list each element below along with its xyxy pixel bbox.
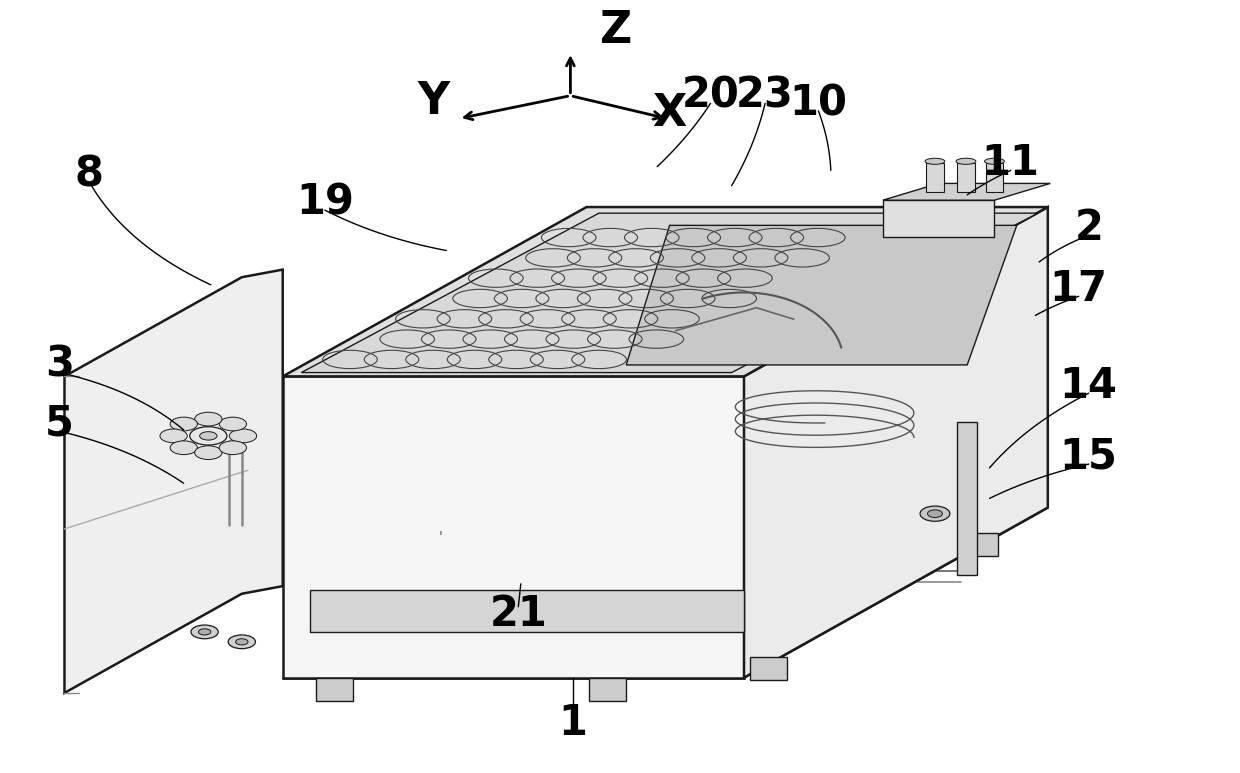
Text: 17: 17 [1050, 267, 1107, 310]
Ellipse shape [190, 427, 227, 445]
Polygon shape [589, 678, 626, 700]
Ellipse shape [928, 510, 942, 517]
Ellipse shape [956, 158, 976, 165]
Text: 19: 19 [296, 182, 353, 223]
Text: 10: 10 [790, 82, 847, 124]
Ellipse shape [920, 506, 950, 521]
Text: ': ' [438, 530, 443, 543]
FancyBboxPatch shape [986, 163, 1003, 192]
Text: 3: 3 [45, 344, 74, 386]
Polygon shape [957, 422, 977, 574]
Text: 8: 8 [74, 153, 104, 196]
Text: 14: 14 [1060, 365, 1117, 407]
Ellipse shape [219, 417, 247, 431]
Polygon shape [750, 657, 787, 680]
Ellipse shape [160, 429, 187, 443]
Text: 1: 1 [558, 703, 588, 744]
Ellipse shape [198, 629, 211, 635]
Text: Y: Y [418, 80, 450, 123]
Ellipse shape [195, 446, 222, 459]
Text: 15: 15 [1060, 435, 1117, 478]
Ellipse shape [200, 431, 217, 440]
Ellipse shape [191, 625, 218, 638]
Polygon shape [626, 226, 1017, 365]
Polygon shape [744, 207, 1048, 678]
Ellipse shape [985, 158, 1004, 165]
Text: X: X [652, 92, 687, 135]
Polygon shape [301, 213, 1038, 373]
Polygon shape [310, 590, 744, 632]
Ellipse shape [228, 635, 255, 649]
Text: Z: Z [600, 9, 632, 53]
Text: 21: 21 [490, 594, 547, 635]
Text: 11: 11 [982, 141, 1039, 184]
Polygon shape [316, 678, 353, 700]
Ellipse shape [219, 441, 247, 455]
FancyBboxPatch shape [957, 163, 975, 192]
Polygon shape [64, 270, 283, 693]
Ellipse shape [925, 158, 945, 165]
Ellipse shape [236, 638, 248, 645]
Text: 5: 5 [45, 403, 74, 444]
Ellipse shape [229, 429, 257, 443]
Polygon shape [283, 376, 744, 678]
Ellipse shape [195, 412, 222, 426]
Text: 2: 2 [1074, 206, 1104, 249]
Text: 20: 20 [682, 75, 739, 117]
Text: 23: 23 [737, 75, 794, 117]
Ellipse shape [170, 441, 197, 455]
Polygon shape [283, 207, 1048, 376]
Polygon shape [961, 533, 998, 556]
Ellipse shape [170, 417, 197, 431]
FancyBboxPatch shape [926, 163, 944, 192]
Polygon shape [883, 200, 994, 237]
Polygon shape [883, 183, 1050, 200]
